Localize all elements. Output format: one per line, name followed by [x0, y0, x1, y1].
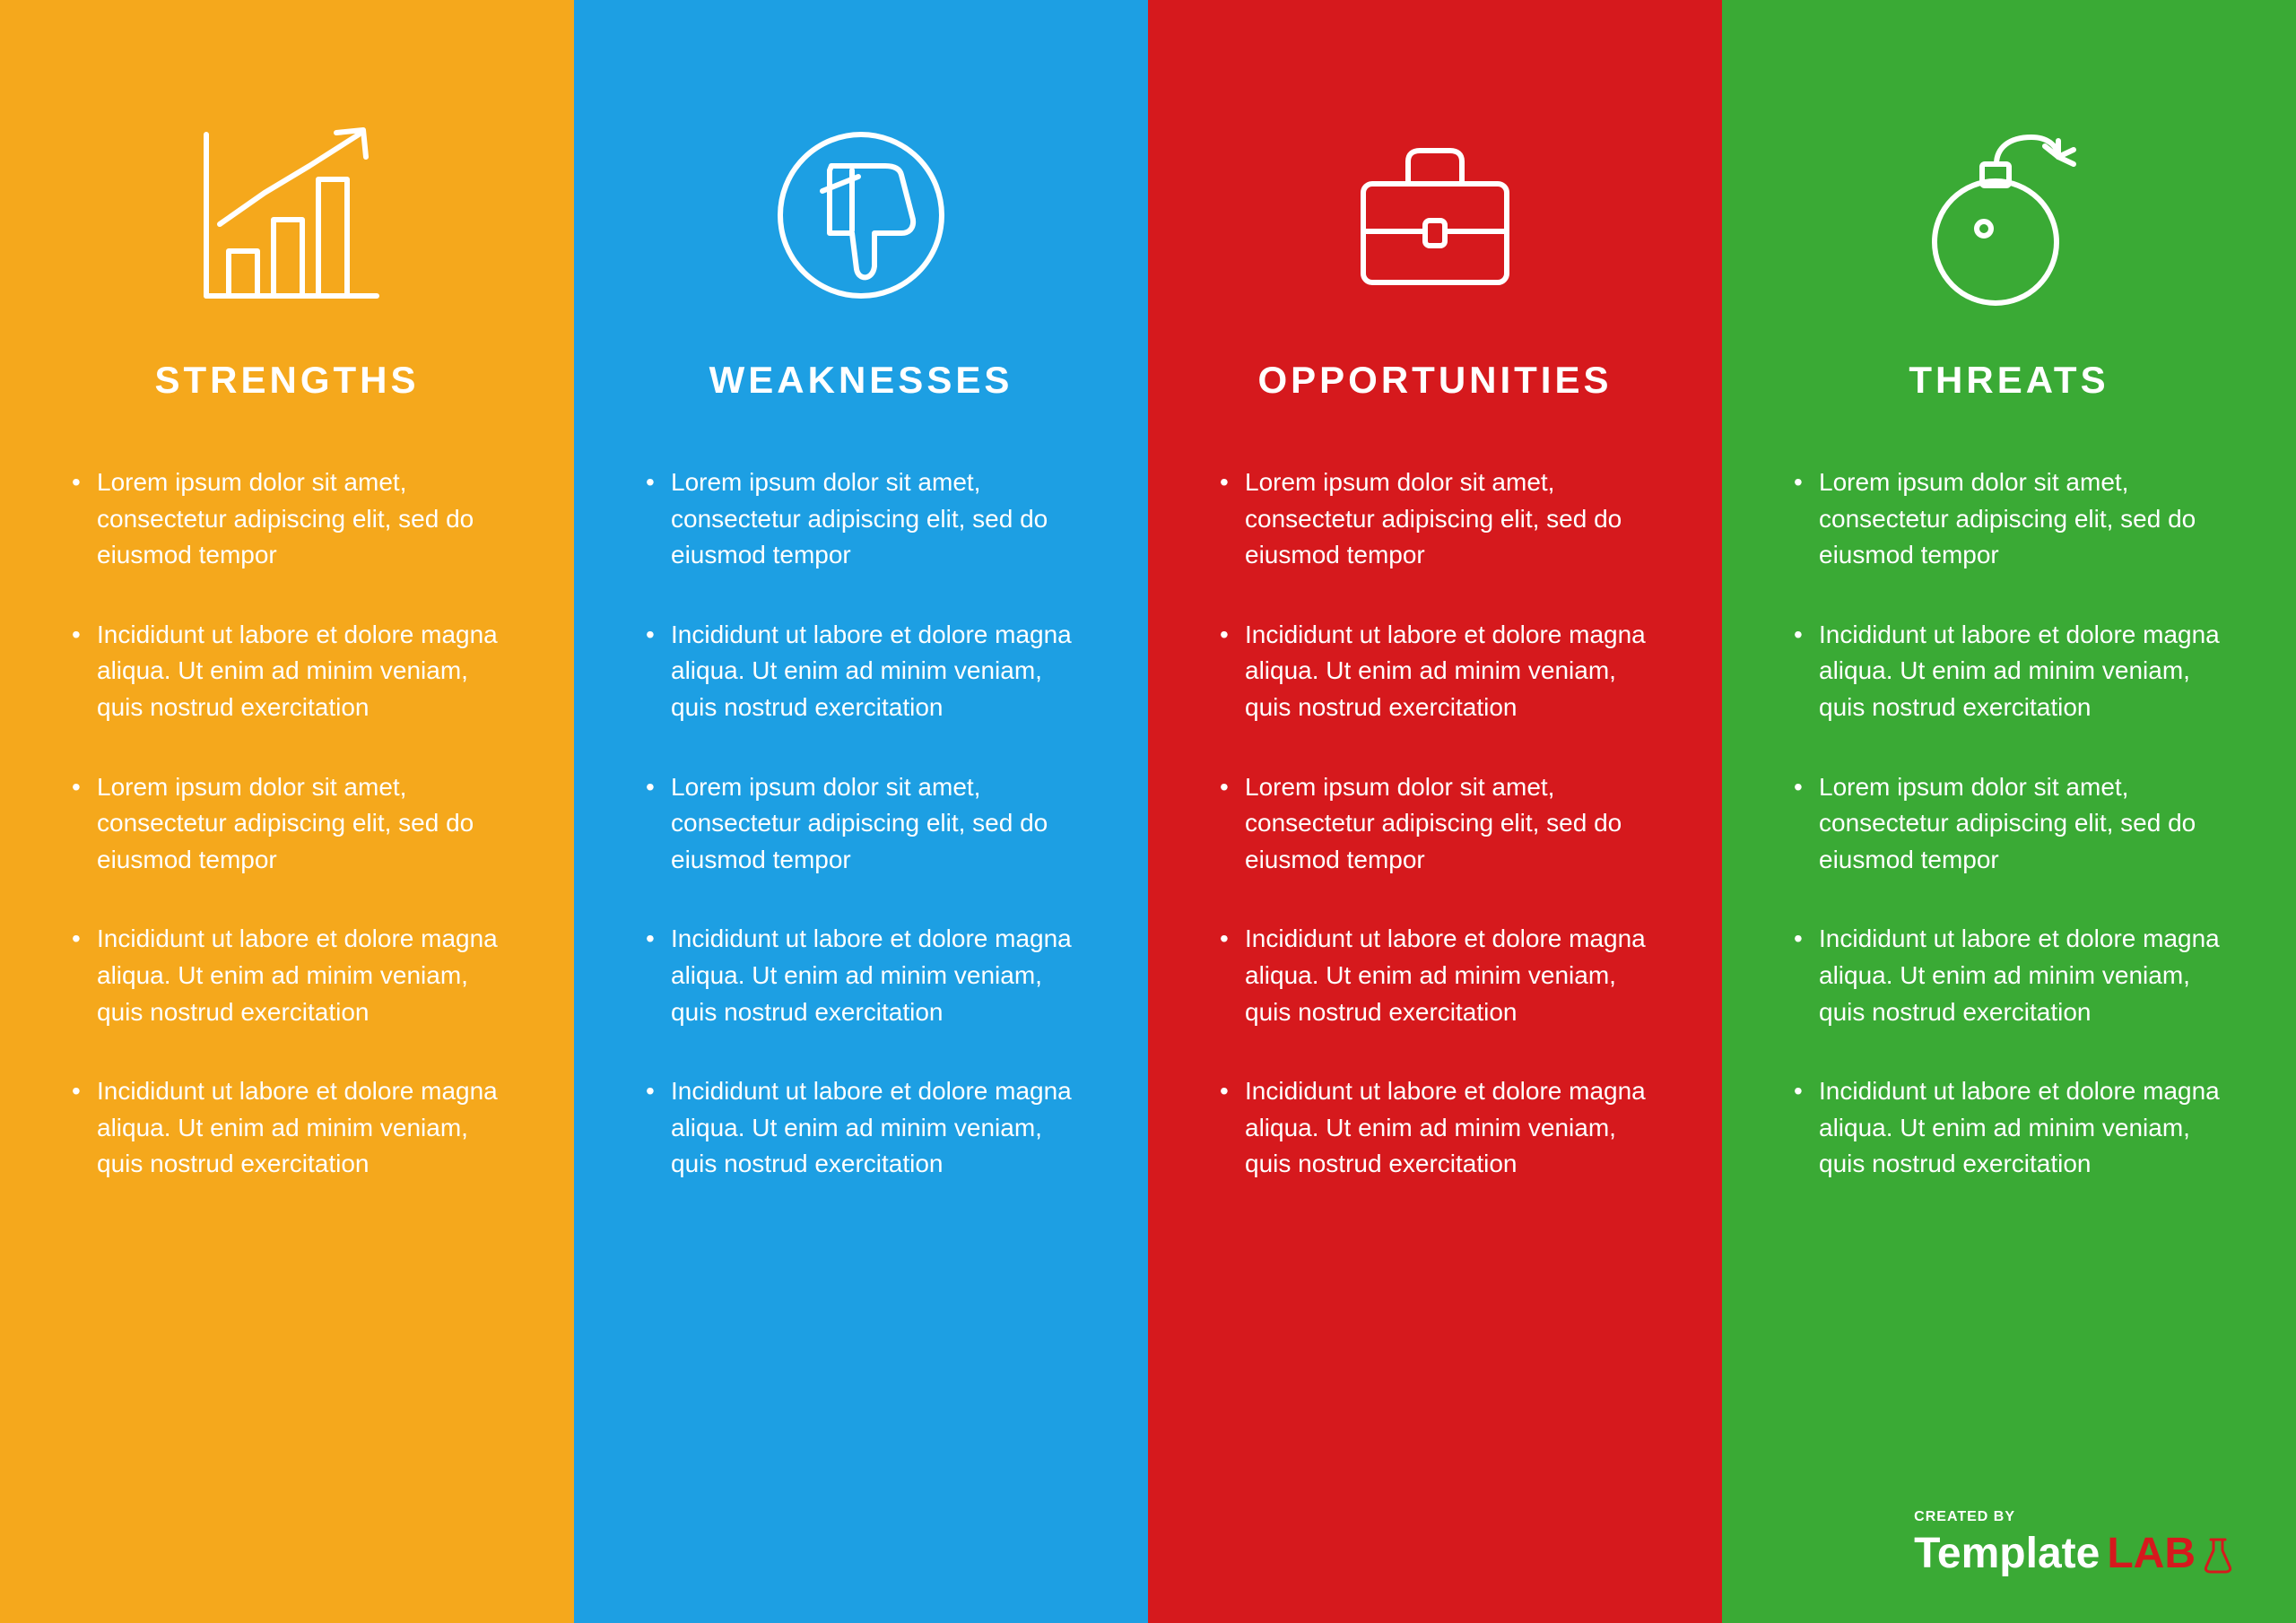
list-item: Incididunt ut labore et dolore magna ali…: [1794, 617, 2224, 726]
created-by-label: CREATED BY: [1914, 1509, 2233, 1525]
column-title-strengths: STRENGTHS: [54, 359, 520, 402]
list-item: Incididunt ut labore et dolore magna ali…: [1220, 921, 1650, 1030]
briefcase-icon: [1202, 108, 1668, 323]
list-item: Lorem ipsum dolor sit amet, consectetur …: [1220, 464, 1650, 574]
list-item: Lorem ipsum dolor sit amet, consectetur …: [72, 769, 502, 879]
items-weaknesses: Lorem ipsum dolor sit amet, consectetur …: [628, 464, 1094, 1226]
credit-block: CREATED BY TemplateLAB: [1914, 1509, 2233, 1578]
list-item: Incididunt ut labore et dolore magna ali…: [1794, 921, 2224, 1030]
list-item: Incididunt ut labore et dolore magna ali…: [72, 617, 502, 726]
items-threats: Lorem ipsum dolor sit amet, consectetur …: [1776, 464, 2242, 1226]
column-title-threats: THREATS: [1776, 359, 2242, 402]
bomb-icon: [1776, 108, 2242, 323]
list-item: Incididunt ut labore et dolore magna ali…: [646, 921, 1076, 1030]
list-item: Lorem ipsum dolor sit amet, consectetur …: [1794, 769, 2224, 879]
list-item: Lorem ipsum dolor sit amet, consectetur …: [646, 464, 1076, 574]
brand-part2: LAB: [2107, 1529, 2196, 1578]
brand-logo: TemplateLAB: [1914, 1529, 2233, 1578]
column-opportunities: OPPORTUNITIES Lorem ipsum dolor sit amet…: [1148, 0, 1722, 1623]
column-threats: THREATS Lorem ipsum dolor sit amet, cons…: [1722, 0, 2296, 1623]
list-item: Lorem ipsum dolor sit amet, consectetur …: [1220, 769, 1650, 879]
thumbs-down-icon: [628, 108, 1094, 323]
column-weaknesses: WEAKNESSES Lorem ipsum dolor sit amet, c…: [574, 0, 1148, 1623]
column-title-opportunities: OPPORTUNITIES: [1202, 359, 1668, 402]
growth-chart-icon: [54, 108, 520, 323]
swot-infographic: STRENGTHS Lorem ipsum dolor sit amet, co…: [0, 0, 2296, 1623]
list-item: Incididunt ut labore et dolore magna ali…: [72, 1073, 502, 1183]
list-item: Incididunt ut labore et dolore magna ali…: [646, 1073, 1076, 1183]
list-item: Incididunt ut labore et dolore magna ali…: [646, 617, 1076, 726]
items-opportunities: Lorem ipsum dolor sit amet, consectetur …: [1202, 464, 1668, 1226]
column-title-weaknesses: WEAKNESSES: [628, 359, 1094, 402]
brand-part1: Template: [1914, 1529, 2100, 1578]
list-item: Lorem ipsum dolor sit amet, consectetur …: [72, 464, 502, 574]
items-strengths: Lorem ipsum dolor sit amet, consectetur …: [54, 464, 520, 1226]
list-item: Lorem ipsum dolor sit amet, consectetur …: [646, 769, 1076, 879]
flask-icon: [2203, 1535, 2233, 1573]
list-item: Lorem ipsum dolor sit amet, consectetur …: [1794, 464, 2224, 574]
list-item: Incididunt ut labore et dolore magna ali…: [1794, 1073, 2224, 1183]
list-item: Incididunt ut labore et dolore magna ali…: [1220, 617, 1650, 726]
list-item: Incididunt ut labore et dolore magna ali…: [1220, 1073, 1650, 1183]
list-item: Incididunt ut labore et dolore magna ali…: [72, 921, 502, 1030]
column-strengths: STRENGTHS Lorem ipsum dolor sit amet, co…: [0, 0, 574, 1623]
